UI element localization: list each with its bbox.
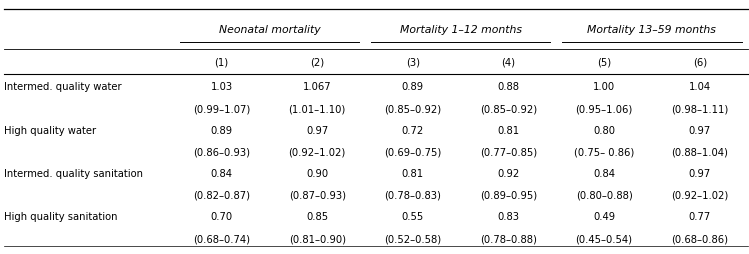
Text: 0.81: 0.81: [401, 168, 424, 178]
Text: (0.89–0.95): (0.89–0.95): [480, 190, 537, 200]
Text: 0.88: 0.88: [497, 82, 520, 92]
Text: 0.55: 0.55: [401, 212, 424, 221]
Text: 1.067: 1.067: [303, 82, 332, 92]
Text: (1.01–1.10): (1.01–1.10): [288, 104, 346, 114]
Text: (0.52–0.58): (0.52–0.58): [384, 233, 441, 243]
Text: 0.70: 0.70: [210, 212, 233, 221]
Text: (4): (4): [501, 57, 515, 67]
Text: 0.84: 0.84: [593, 168, 615, 178]
Text: (0.77–0.85): (0.77–0.85): [480, 147, 537, 157]
Text: 0.97: 0.97: [306, 125, 328, 135]
Text: 1.03: 1.03: [210, 82, 233, 92]
Text: (0.86–0.93): (0.86–0.93): [193, 147, 250, 157]
Text: (1): (1): [214, 57, 228, 67]
Text: 0.49: 0.49: [593, 212, 615, 221]
Text: (0.92–1.02): (0.92–1.02): [288, 147, 346, 157]
Text: (0.82–0.87): (0.82–0.87): [193, 190, 250, 200]
Text: (0.95–1.06): (0.95–1.06): [575, 104, 633, 114]
Text: 0.89: 0.89: [210, 125, 233, 135]
Text: (3): (3): [406, 57, 420, 67]
Text: 0.84: 0.84: [210, 168, 233, 178]
Text: 0.97: 0.97: [688, 168, 711, 178]
Text: 0.80: 0.80: [593, 125, 615, 135]
Text: 0.77: 0.77: [688, 212, 711, 221]
Text: (0.85–0.92): (0.85–0.92): [384, 104, 441, 114]
Text: (2): (2): [310, 57, 324, 67]
Text: Intermed. quality sanitation: Intermed. quality sanitation: [4, 168, 143, 178]
Text: (0.81–0.90): (0.81–0.90): [288, 233, 346, 243]
Text: (0.69–0.75): (0.69–0.75): [384, 147, 441, 157]
Text: (0.75– 0.86): (0.75– 0.86): [574, 147, 634, 157]
Text: Neonatal mortality: Neonatal mortality: [219, 25, 321, 35]
Text: (0.98–1.11): (0.98–1.11): [671, 104, 728, 114]
Text: 0.72: 0.72: [401, 125, 424, 135]
Text: High quality sanitation: High quality sanitation: [4, 212, 118, 221]
Text: 0.90: 0.90: [306, 168, 328, 178]
Text: 1.00: 1.00: [593, 82, 615, 92]
Text: 1.04: 1.04: [688, 82, 711, 92]
Text: (0.78–0.88): (0.78–0.88): [480, 233, 537, 243]
Text: 0.83: 0.83: [497, 212, 520, 221]
Text: (0.80–0.88): (0.80–0.88): [576, 190, 632, 200]
Text: 0.89: 0.89: [401, 82, 424, 92]
Text: 0.81: 0.81: [497, 125, 520, 135]
Text: Mortality 1–12 months: Mortality 1–12 months: [400, 25, 521, 35]
Text: (0.87–0.93): (0.87–0.93): [288, 190, 346, 200]
Text: (5): (5): [597, 57, 611, 67]
Text: (0.88–1.04): (0.88–1.04): [671, 147, 728, 157]
Text: (0.92–1.02): (0.92–1.02): [671, 190, 728, 200]
Text: (0.78–0.83): (0.78–0.83): [384, 190, 441, 200]
Text: 0.97: 0.97: [688, 125, 711, 135]
Text: (6): (6): [693, 57, 707, 67]
Text: 0.85: 0.85: [306, 212, 328, 221]
Text: Mortality 13–59 months: Mortality 13–59 months: [587, 25, 716, 35]
Text: Intermed. quality water: Intermed. quality water: [4, 82, 121, 92]
Text: (0.45–0.54): (0.45–0.54): [575, 233, 633, 243]
Text: High quality water: High quality water: [4, 125, 96, 135]
Text: (0.99–1.07): (0.99–1.07): [193, 104, 250, 114]
Text: (0.85–0.92): (0.85–0.92): [480, 104, 537, 114]
Text: 0.92: 0.92: [497, 168, 520, 178]
Text: (0.68–0.74): (0.68–0.74): [193, 233, 250, 243]
Text: (0.68–0.86): (0.68–0.86): [671, 233, 728, 243]
